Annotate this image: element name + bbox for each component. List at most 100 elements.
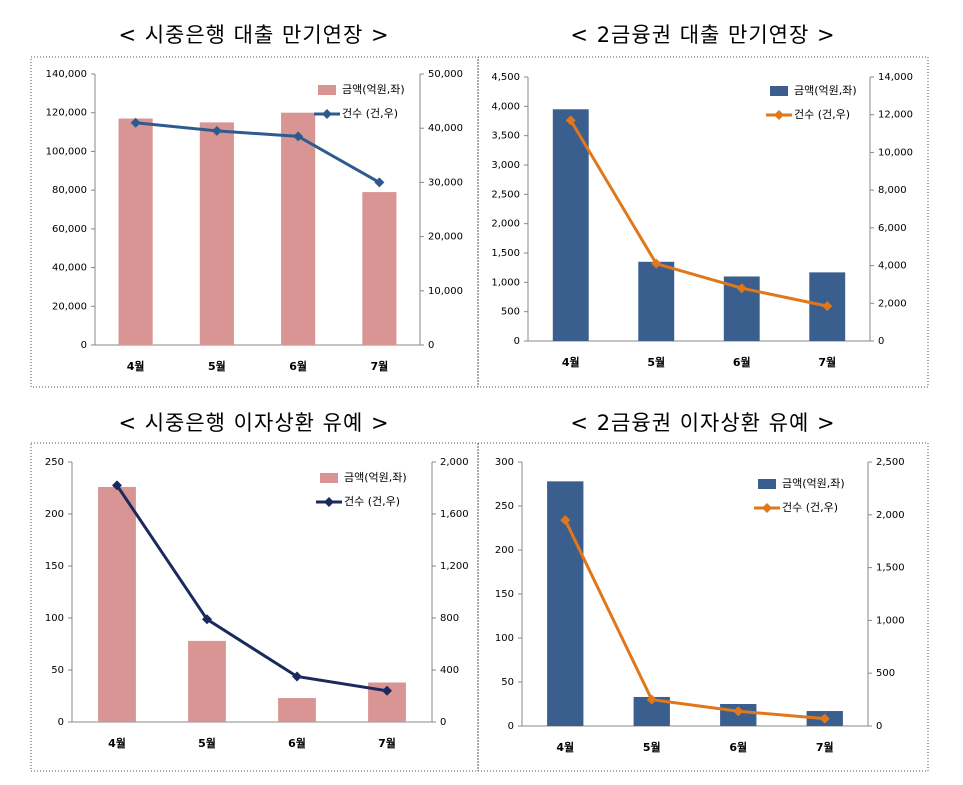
tick-label: 100 [495,633,514,644]
tick-label: 10,000 [428,286,463,297]
tick-label: 20,000 [428,232,463,243]
x-tick-label: 5월 [208,359,226,373]
panel-border [30,56,479,388]
tick-label: 30,000 [428,177,463,188]
point-marker [646,694,657,705]
x-tick-label: 5월 [643,740,661,754]
tick-label: 1,500 [491,248,520,259]
x-tick-label: 4월 [556,740,574,754]
line [563,519,825,721]
tick-label: 1,600 [440,509,469,520]
x-tick-label: 7월 [818,355,836,369]
tick-label: 400 [440,665,459,676]
tick-label: 2,000 [876,510,905,521]
tick-label: 0 [508,721,514,732]
x-tick-label: 4월 [562,355,580,369]
legend-label: 금액(억원,좌) [344,471,407,484]
legend-label: 건수 (건,우) [794,108,850,121]
tick-label: 300 [495,457,514,468]
tick-label: 150 [45,561,64,572]
tick-label: 80,000 [52,185,87,196]
bar [281,112,316,345]
point-marker [382,685,392,696]
legend-marker [324,497,334,507]
tick-label: 50 [501,677,514,688]
legend-label: 금액(억원,좌) [794,84,857,97]
tick-label: 2,500 [491,189,520,200]
point-marker [819,713,830,724]
tick-label: 1,200 [440,561,469,572]
legend-marker [774,110,784,120]
legend-swatch [770,86,788,96]
line [115,484,388,693]
x-tick-label: 4월 [127,359,145,373]
point-marker [733,706,744,717]
tick-label: 200 [495,545,514,556]
tick-label: 3,000 [491,160,520,171]
tick-label: 4,000 [491,101,520,112]
bar [98,486,136,722]
tick-label: 14,000 [878,72,913,83]
tick-label: 2,000 [440,457,469,468]
legend-label: 건수 (건,우) [782,501,838,514]
point-marker [736,283,747,294]
x-tick-label: 6월 [733,355,751,369]
bar [278,698,316,722]
tick-label: 120,000 [46,108,87,119]
point-marker [651,258,662,269]
x-tick-label: 7월 [370,359,388,373]
tick-label: 2,000 [878,298,907,309]
tick-label: 250 [495,501,514,512]
legend-marker [322,109,332,119]
bar [552,109,589,342]
x-tick-label: 5월 [647,355,665,369]
point-marker [292,671,302,682]
tick-label: 6,000 [878,223,907,234]
panel-border [30,442,479,772]
tick-label: 60,000 [52,224,87,235]
tick-label: 800 [440,613,459,624]
tick-label: 1,000 [491,277,520,288]
legend-label: 금액(억원,좌) [782,477,845,490]
point-marker [112,480,122,491]
tick-label: 0 [428,340,434,351]
tick-label: 0 [81,340,87,351]
tick-label: 4,000 [878,261,907,272]
bar [199,122,234,346]
tick-label: 4,500 [491,72,520,83]
tick-label: 40,000 [428,123,463,134]
x-tick-label: 7월 [378,736,396,750]
tick-label: 1,500 [876,563,905,574]
tick-label: 150 [495,589,514,600]
tick-label: 40,000 [52,263,87,274]
tick-label: 500 [501,307,520,318]
tick-label: 100,000 [46,146,87,157]
tick-label: 2,000 [491,219,520,230]
point-marker [130,117,141,128]
bar [188,640,226,722]
legend-label: 건수 (건,우) [344,495,400,508]
x-tick-label: 6월 [729,740,747,754]
legend-label: 건수 (건,우) [342,107,398,120]
line [569,119,828,308]
legend-marker [762,503,772,513]
tick-label: 0 [440,717,446,728]
tick-label: 100 [45,613,64,624]
tick-label: 20,000 [52,301,87,312]
bar [118,118,153,346]
tick-label: 250 [45,457,64,468]
point-marker [374,177,385,188]
legend-swatch [758,479,776,489]
point-marker [822,301,833,312]
chart-title: < 시중은행 대출 만기연장 > [118,23,389,47]
tick-label: 0 [878,336,884,347]
point-marker [565,115,576,126]
point-marker [211,125,222,136]
tick-label: 2,500 [876,457,905,468]
point-marker [293,131,304,142]
tick-label: 12,000 [878,110,913,121]
tick-label: 10,000 [878,147,913,158]
tick-label: 0 [514,336,520,347]
tick-label: 0 [58,717,64,728]
